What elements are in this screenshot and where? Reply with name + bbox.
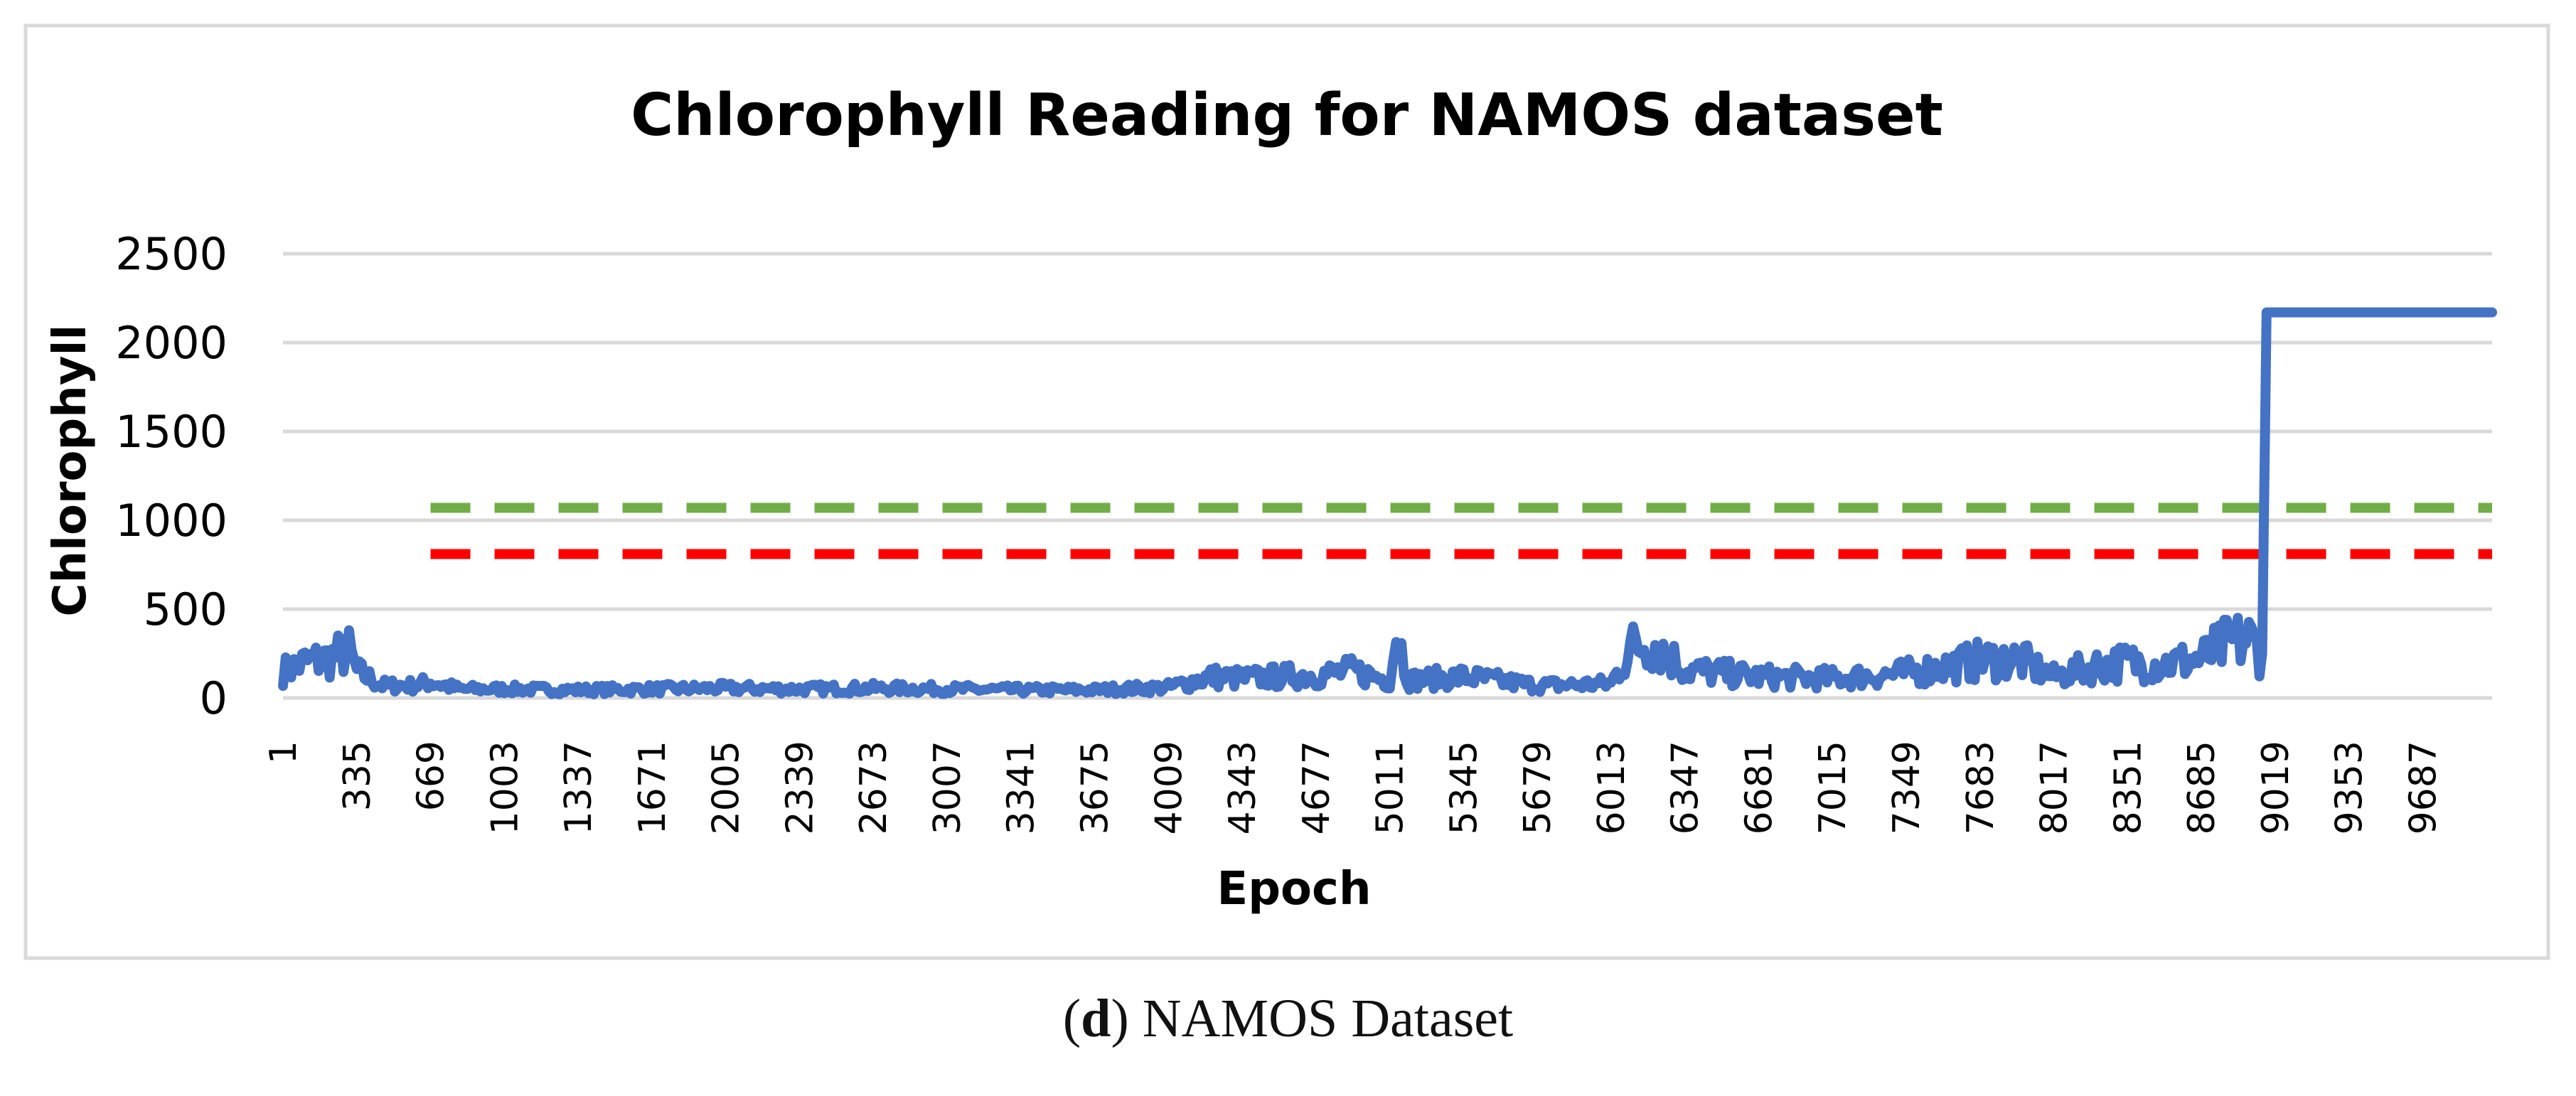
threshold-lines <box>430 503 2492 559</box>
gridlines <box>283 252 2492 700</box>
x-tick-label: 2673 <box>853 741 895 834</box>
x-tick-label: 2339 <box>779 741 821 834</box>
x-tick-label: 7683 <box>1960 741 2002 834</box>
x-tick-label: 1003 <box>483 741 526 834</box>
y-tick-label: 2000 <box>115 317 228 369</box>
x-tick-label: 8685 <box>2181 741 2223 834</box>
series-line-chlorophyll <box>278 307 2497 699</box>
x-tick-label: 4009 <box>1148 741 1190 834</box>
x-tick-label: 669 <box>410 741 453 811</box>
x-tick-label: 3007 <box>926 741 969 834</box>
x-tick-label: 8351 <box>2107 741 2149 834</box>
caption-letter: d <box>1081 989 1111 1048</box>
x-tick-label: 1337 <box>557 741 600 834</box>
series-layer <box>278 307 2497 699</box>
y-axis-ticks: 0 500 1000 1500 2000 2500 <box>115 228 228 724</box>
x-tick-label: 1671 <box>631 741 674 834</box>
x-tick-label: 5011 <box>1369 741 1412 834</box>
y-tick-label: 1000 <box>115 495 228 547</box>
y-tick-label: 1500 <box>115 406 228 458</box>
y-tick-label: 2500 <box>115 228 228 280</box>
x-tick-label: 9353 <box>2329 741 2371 834</box>
x-tick-label: 3675 <box>1074 741 1117 834</box>
caption-text: NAMOS Dataset <box>1128 989 1514 1048</box>
x-tick-label: 2005 <box>705 741 748 834</box>
x-tick-label: 4343 <box>1222 741 1264 834</box>
x-tick-label: 6681 <box>1738 741 1780 834</box>
y-tick-label: 500 <box>144 584 228 635</box>
x-tick-label: 6347 <box>1664 741 1707 834</box>
chart-frame <box>23 23 2550 960</box>
x-tick-label: 5345 <box>1443 741 1485 834</box>
x-tick-label: 6013 <box>1591 741 1633 834</box>
y-tick-label: 0 <box>200 672 228 724</box>
chart-title: Chlorophyll Reading for NAMOS dataset <box>631 82 1943 149</box>
x-tick-label: 9687 <box>2402 741 2444 834</box>
x-tick-label: 335 <box>336 741 379 811</box>
x-tick-label: 7349 <box>1886 741 1928 834</box>
x-tick-label: 1 <box>262 741 305 764</box>
x-tick-label: 7015 <box>1812 741 1854 834</box>
x-tick-label: 8017 <box>2033 741 2076 834</box>
y-axis-label: Chlorophyll <box>44 325 97 617</box>
x-tick-label: 5679 <box>1517 741 1559 834</box>
caption-open-paren: ( <box>1062 989 1081 1048</box>
x-tick-label: 4677 <box>1295 741 1338 834</box>
x-axis-label: Epoch <box>1217 863 1372 915</box>
x-tick-label: 9019 <box>2255 741 2297 834</box>
caption-close-paren: ) <box>1111 989 1129 1048</box>
x-axis-ticks: 1 335 669 1003 1337 1671 2005 2339 2673 3007 3341 3… <box>262 741 2444 834</box>
figure-caption: (d) NAMOS Dataset <box>0 988 2576 1050</box>
x-tick-label: 3341 <box>1000 741 1043 834</box>
